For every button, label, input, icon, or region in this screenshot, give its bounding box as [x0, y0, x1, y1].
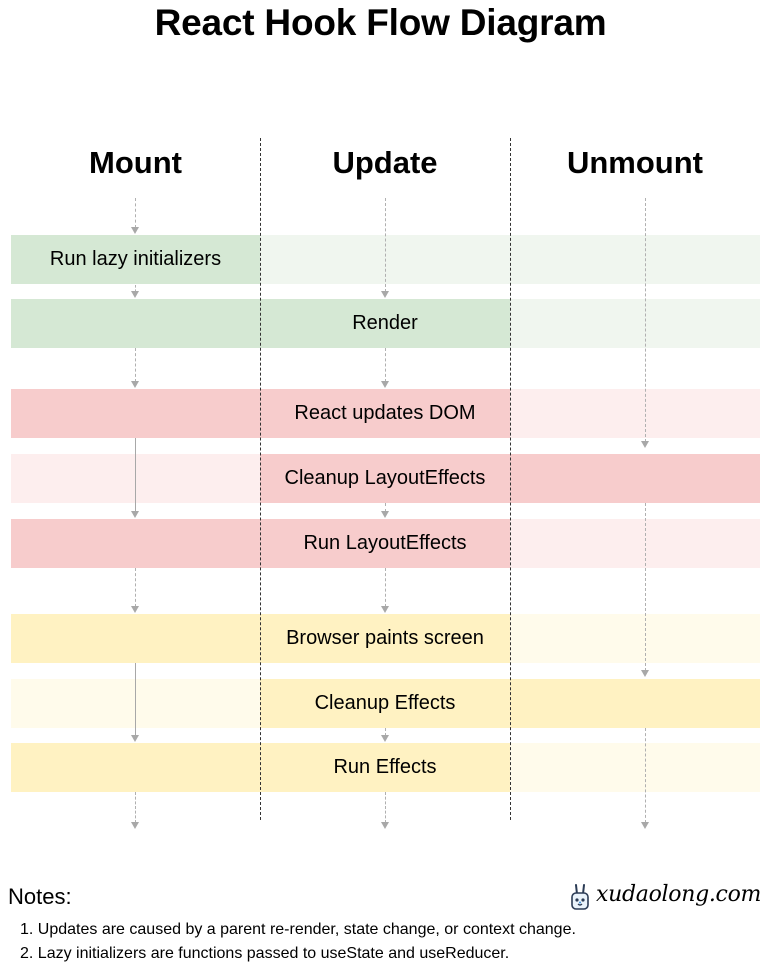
step-label: Run lazy initializers: [49, 248, 222, 270]
flow-line: [135, 792, 136, 823]
step-segment: [510, 519, 760, 568]
note-item-1: 1. Updates are caused by a parent re-ren…: [20, 921, 576, 938]
flow-line: [385, 728, 386, 736]
step-label: Render: [352, 312, 418, 334]
step-segment: [510, 743, 760, 792]
step-label: Cleanup Effects: [314, 692, 456, 714]
flow-arrow: [131, 735, 139, 742]
step-segment: [510, 299, 760, 348]
step-label: Run LayoutEffects: [303, 532, 467, 554]
flow-line: [645, 198, 646, 442]
step-segment: [510, 389, 760, 438]
step-band-7: Cleanup Effects: [11, 679, 760, 728]
step-segment: [11, 614, 260, 663]
step-band-5: Run LayoutEffects: [11, 519, 760, 568]
notes-title: Notes:: [8, 884, 72, 909]
step-segment: [510, 454, 760, 503]
flow-arrow: [381, 735, 389, 742]
step-segment: [260, 743, 510, 792]
flow-line: [385, 348, 386, 382]
step-label: Browser paints screen: [286, 627, 484, 649]
flow-arrow: [381, 291, 389, 298]
flow-line: [385, 568, 386, 607]
step-label: React updates DOM: [294, 402, 476, 424]
flow-arrow: [131, 606, 139, 613]
step-segment: [11, 519, 260, 568]
flow-line: [385, 792, 386, 823]
step-band-4: Cleanup LayoutEffects: [11, 454, 760, 503]
column-divider-left: [260, 138, 261, 820]
column-divider-right: [510, 138, 511, 820]
step-segment: [260, 389, 510, 438]
column-header-update: Update: [332, 145, 438, 180]
flow-arrow: [131, 381, 139, 388]
flow-arrow: [131, 511, 139, 518]
flow-line: [645, 728, 646, 823]
flow-line: [135, 568, 136, 607]
step-segment: [11, 235, 260, 284]
page-title: React Hook Flow Diagram: [154, 2, 607, 43]
note-item-2: 2. Lazy initializers are functions passe…: [20, 945, 510, 962]
step-segment: [510, 679, 760, 728]
step-label: Run Effects: [333, 756, 437, 778]
flow-line: [645, 503, 646, 671]
flow-line: [135, 198, 136, 228]
flow-arrow: [641, 822, 649, 829]
flow-arrow: [381, 381, 389, 388]
step-segment: [510, 235, 760, 284]
flow-arrow: [381, 511, 389, 518]
flow-arrow: [641, 441, 649, 448]
logo-text: xudaolong.com: [596, 882, 761, 907]
flow-arrow: [131, 227, 139, 234]
step-band-8: Run Effects: [11, 743, 760, 792]
flow-arrow: [381, 606, 389, 613]
column-header-mount: Mount: [89, 145, 182, 180]
step-band-6: Browser paints screen: [11, 614, 760, 663]
step-band-2: Render: [11, 299, 760, 348]
flow-line: [385, 503, 386, 512]
step-segment: [11, 389, 260, 438]
step-segment: [11, 299, 260, 348]
step-segment: [260, 299, 510, 348]
flow-line: [135, 663, 136, 736]
step-segment: [260, 519, 510, 568]
flow-line: [385, 198, 386, 292]
flow-arrow: [381, 822, 389, 829]
step-band-3: React updates DOM: [11, 389, 760, 438]
flow-line: [135, 348, 136, 382]
step-segment: [11, 743, 260, 792]
step-segment: [260, 614, 510, 663]
flow-arrow: [641, 670, 649, 677]
step-segment: [260, 679, 510, 728]
flow-arrow: [131, 822, 139, 829]
flow-arrow: [131, 291, 139, 298]
flow-line: [135, 285, 136, 292]
step-label: Cleanup LayoutEffects: [284, 467, 486, 489]
flow-line: [135, 438, 136, 512]
column-header-unmount: Unmount: [566, 145, 704, 180]
step-segment: [260, 454, 510, 503]
step-segment: [510, 614, 760, 663]
rabbit-icon: [571, 884, 589, 910]
